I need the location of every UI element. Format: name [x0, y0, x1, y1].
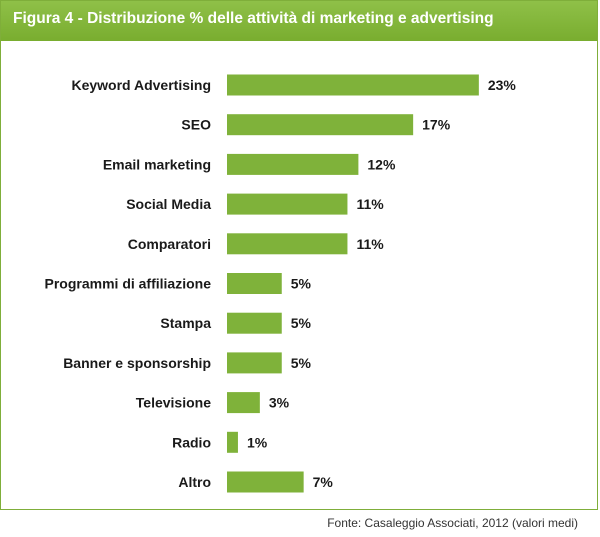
value-label: 12%: [367, 156, 396, 172]
bar-chart: Keyword Advertising 23% SEO 17% Email market…: [45, 74, 517, 493]
value-label: 17%: [422, 117, 451, 133]
bar: [227, 312, 282, 334]
category-label: Altro: [178, 474, 211, 490]
value-label: 11%: [356, 236, 384, 252]
category-label: Banner e sponsorship: [63, 355, 211, 371]
value-label: 3%: [269, 395, 290, 411]
category-label: SEO: [181, 117, 211, 133]
bar: [227, 153, 359, 175]
chart-frame: Figura 4 - Distribuzione % delle attivit…: [0, 0, 598, 510]
value-label: 7%: [313, 474, 334, 490]
bar: [227, 114, 414, 136]
category-label: Programmi di affiliazione: [45, 276, 212, 292]
value-label: 5%: [291, 355, 312, 371]
value-label: 23%: [488, 77, 517, 93]
bar: [227, 392, 260, 414]
bar: [227, 431, 238, 453]
bar: [227, 233, 348, 255]
bar: [227, 193, 348, 215]
bar: [227, 471, 304, 493]
category-label: Social Media: [126, 196, 211, 212]
value-label: 11%: [356, 196, 384, 212]
category-label: Keyword Advertising: [71, 77, 211, 93]
category-label: Email marketing: [103, 156, 211, 172]
bar: [227, 74, 479, 96]
category-label: Televisione: [136, 395, 211, 411]
source-note: Fonte: Casaleggio Associati, 2012 (valor…: [327, 516, 578, 530]
bar: [227, 352, 282, 374]
chart-title: Figura 4 - Distribuzione % delle attivit…: [13, 10, 494, 27]
title-bar: Figura 4 - Distribuzione % delle attivit…: [1, 1, 597, 41]
category-label: Stampa: [160, 315, 211, 331]
value-label: 5%: [291, 276, 312, 292]
category-label: Comparatori: [128, 236, 211, 252]
bar: [227, 273, 282, 294]
value-label: 5%: [291, 315, 312, 331]
category-label: Radio: [172, 434, 211, 450]
value-label: 1%: [247, 434, 268, 450]
